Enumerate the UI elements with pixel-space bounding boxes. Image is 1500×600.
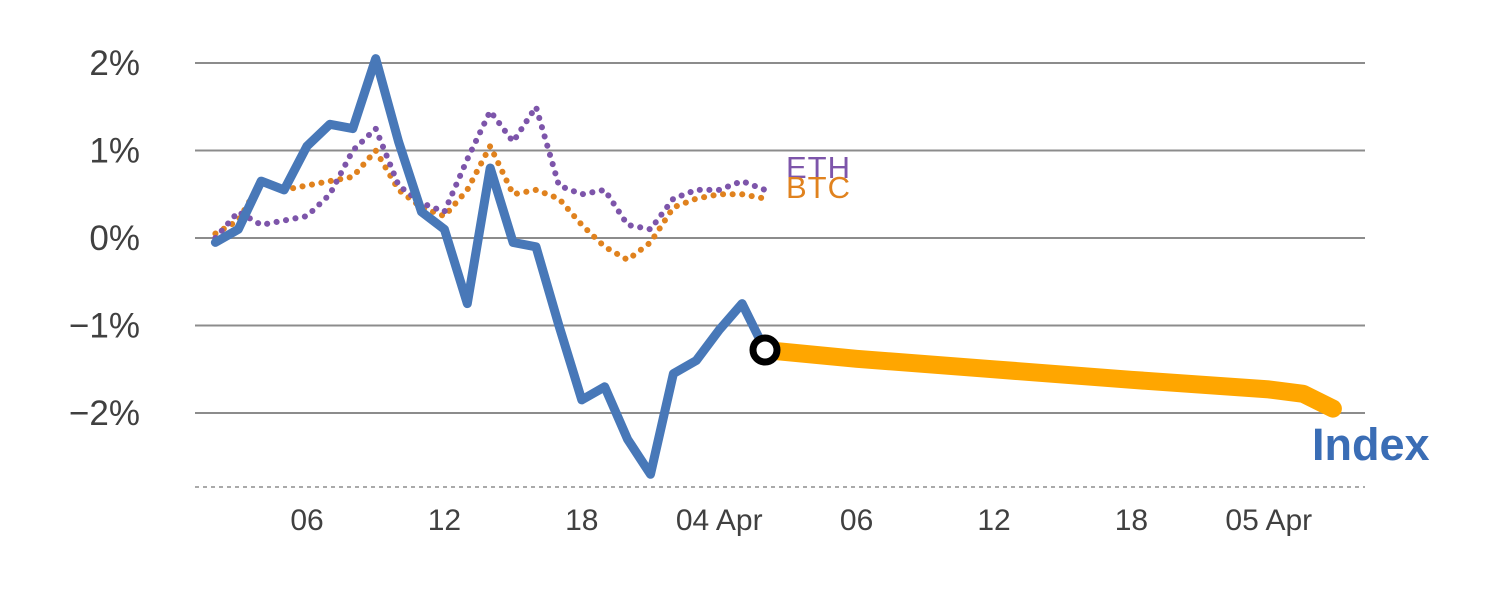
x-tick-label: 06 [840,504,873,537]
x-tick-label: 18 [1115,504,1148,537]
y-tick-label: 0% [89,219,140,258]
x-tick-label: 04 Apr [676,504,763,537]
x-tick-label: 12 [428,504,461,537]
current-value-marker [749,334,781,366]
y-tick-label: −1% [69,307,140,346]
series-line-index [210,54,770,479]
x-tick-label: 18 [565,504,598,537]
y-tick-label: 2% [89,44,140,83]
x-tick-label: 05 Apr [1225,504,1312,537]
x-tick-label: 06 [290,504,323,537]
series-line-index-forecast [756,341,1342,418]
series-line-eth [212,103,768,241]
y-tick-label: 1% [89,132,140,171]
x-tick-label: 12 [977,504,1010,537]
series-line-btc [212,143,768,263]
y-tick-label: −2% [69,394,140,433]
